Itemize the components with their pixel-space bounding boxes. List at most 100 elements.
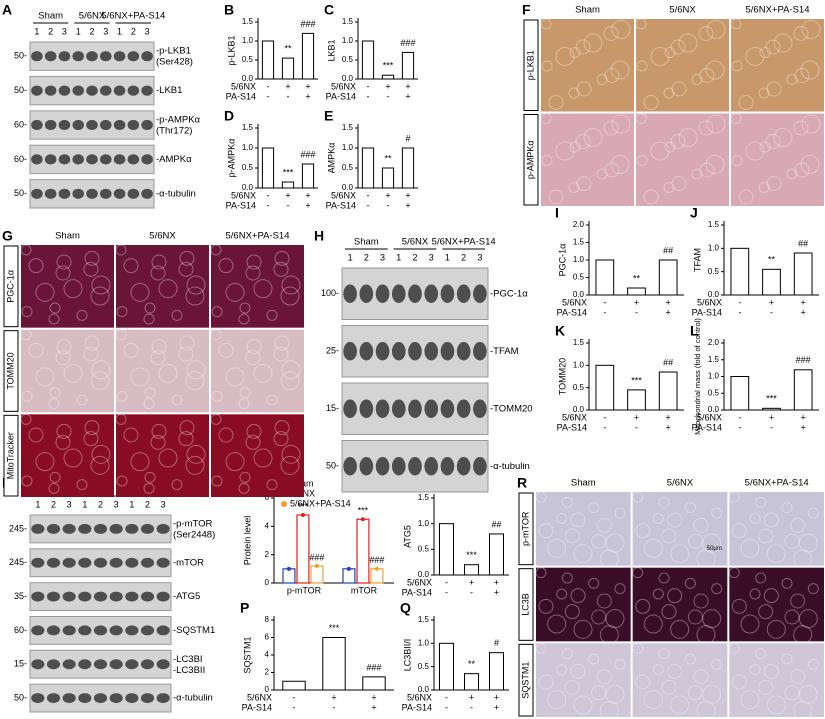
significance: ### xyxy=(309,552,324,562)
band xyxy=(72,154,85,165)
significance: ### xyxy=(369,555,384,565)
panel-label: H xyxy=(314,228,324,244)
condition-label: PA-S14 xyxy=(402,702,432,712)
column-label: 5/6NX xyxy=(667,478,694,489)
mw-marker: 15- xyxy=(14,659,27,669)
tissue-texture xyxy=(116,475,128,487)
tissue-texture xyxy=(614,507,626,519)
significance: ** xyxy=(284,43,292,53)
tissue-texture xyxy=(266,309,278,321)
y-tick-label: 1.0 xyxy=(342,36,354,45)
band-label: -SQSTM1 xyxy=(173,625,215,636)
significance: ** xyxy=(468,659,476,669)
tissue-texture xyxy=(793,120,809,136)
condition-sign: - xyxy=(333,702,336,712)
band-label: -α-tubulin xyxy=(173,693,213,704)
tissue-texture xyxy=(555,47,575,66)
y-tick-label: 1.5 xyxy=(342,17,354,26)
tissue-texture xyxy=(273,346,289,362)
condition-sign: - xyxy=(387,91,390,101)
tissue-texture xyxy=(547,690,567,710)
tissue-texture xyxy=(90,455,110,475)
tissue-texture xyxy=(555,141,575,161)
tissue-texture xyxy=(48,398,60,410)
tissue-texture xyxy=(56,423,72,439)
band xyxy=(58,51,71,62)
tissue-texture xyxy=(280,286,300,306)
tissue-texture xyxy=(650,47,670,66)
tissue-texture xyxy=(281,360,301,380)
band-label: -mTOR xyxy=(173,557,204,568)
condition-label: PA-S14 xyxy=(326,200,356,210)
band xyxy=(44,188,57,199)
tissue-texture xyxy=(130,282,150,302)
tissue-texture xyxy=(749,512,761,524)
y-tick-label: 1.0 xyxy=(418,519,430,528)
tissue-texture xyxy=(790,669,806,685)
band xyxy=(78,659,92,670)
mw-marker: 50- xyxy=(14,188,27,198)
y-tick-label: 0.5 xyxy=(342,163,354,172)
tissue-texture xyxy=(755,496,767,508)
condition-label: 5/6NX xyxy=(697,412,722,422)
mw-marker: 50- xyxy=(14,692,27,702)
tissue-texture xyxy=(784,533,800,549)
band xyxy=(109,659,123,670)
row-label: TOMM20 xyxy=(5,352,15,389)
band xyxy=(62,659,76,670)
condition-label: PA-S14 xyxy=(326,91,356,101)
tissue-texture xyxy=(151,423,167,439)
band xyxy=(113,85,126,96)
band xyxy=(141,119,153,131)
tissue-texture xyxy=(763,588,779,604)
y-tick-label: 0.0 xyxy=(418,685,430,694)
tissue-texture xyxy=(151,254,167,270)
tissue-texture xyxy=(245,434,261,450)
significance: *** xyxy=(283,167,294,177)
tissue-texture xyxy=(91,360,111,380)
y-axis-label: ATG5 xyxy=(402,525,412,548)
condition-sign: + xyxy=(769,297,774,307)
band xyxy=(391,399,406,419)
condition-sign: + xyxy=(405,200,410,210)
condition-sign: - xyxy=(293,702,296,712)
tissue-texture xyxy=(740,538,760,558)
band xyxy=(156,591,170,602)
lane-number: 3 xyxy=(103,26,108,36)
tissue-texture xyxy=(21,306,33,318)
panel-label: F xyxy=(522,2,531,18)
micrograph xyxy=(729,567,824,642)
tissue-texture xyxy=(705,155,725,174)
band xyxy=(375,284,390,304)
tissue-texture xyxy=(794,68,810,83)
tissue-texture xyxy=(605,684,625,704)
tissue-texture xyxy=(693,669,709,685)
tissue-texture xyxy=(48,482,60,494)
band xyxy=(456,284,471,304)
micrograph xyxy=(636,113,729,206)
mw-marker: 100- xyxy=(321,288,339,298)
band xyxy=(375,341,390,361)
tissue-texture xyxy=(90,371,110,391)
band-sublabel: (Thr172) xyxy=(156,126,192,137)
tissue-texture xyxy=(793,700,813,719)
tissue-texture xyxy=(800,155,820,174)
row-label-box xyxy=(523,114,539,206)
band xyxy=(408,284,422,304)
band xyxy=(31,119,43,131)
significance: ## xyxy=(663,245,673,255)
tissue-texture xyxy=(755,648,767,660)
tissue-texture xyxy=(731,523,747,539)
tissue-texture xyxy=(699,162,715,178)
panel-label: K xyxy=(555,323,565,339)
lane-number: 3 xyxy=(114,499,119,509)
tissue-texture xyxy=(740,614,760,634)
tissue-texture xyxy=(35,282,55,302)
band xyxy=(141,51,153,62)
tissue-texture xyxy=(535,567,547,579)
bar xyxy=(361,147,375,189)
tissue-texture xyxy=(570,663,586,679)
tissue-texture xyxy=(635,674,651,690)
tissue-texture xyxy=(687,609,703,625)
tissue-texture xyxy=(225,282,245,302)
